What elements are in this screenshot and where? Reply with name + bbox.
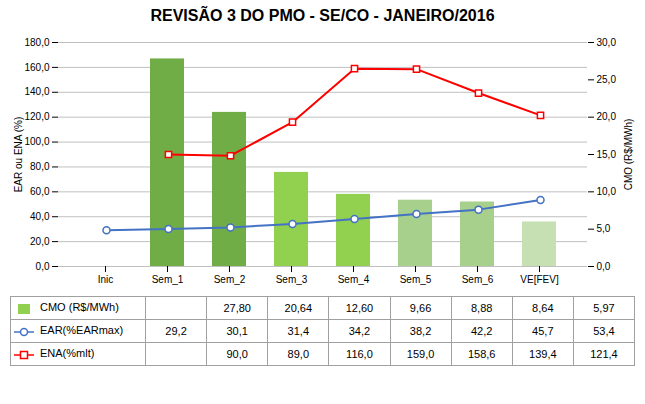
html-text:34,2: 34,2: [348, 325, 371, 337]
svg-text:15,0: 15,0: [597, 149, 617, 160]
html-text:29,2: 29,2: [165, 325, 187, 337]
svg-text:0,0: 0,0: [597, 261, 611, 272]
html-text:159,0: 159,0: [406, 348, 435, 360]
svg-text:120,0: 120,0: [24, 111, 49, 122]
svg-text:25,0: 25,0: [597, 74, 617, 85]
svg-text:VE[FEV]: VE[FEV]: [520, 274, 559, 285]
html-text:CMO (R$/MWh): CMO (R$/MWh): [40, 301, 119, 314]
svg-text:180,0: 180,0: [24, 37, 49, 48]
html-text:8,88: 8,88: [471, 302, 493, 314]
html-text:ENA(%mlt): ENA(%mlt): [40, 347, 95, 360]
svg-text:Sem_5: Sem_5: [400, 274, 432, 285]
svg-text:Sem_2: Sem_2: [214, 274, 246, 285]
svg-text:0,0: 0,0: [36, 261, 50, 272]
html-text:REVISÃO 3 DO PMO - SE/CO - JAN: REVISÃO 3 DO PMO - SE/CO - JANEIRO/2016: [150, 7, 495, 24]
html-text:30,1: 30,1: [226, 325, 248, 337]
svg-text:140,0: 140,0: [24, 86, 49, 97]
svg-text:5,0: 5,0: [597, 223, 611, 234]
html-text:53,4: 53,4: [593, 325, 615, 337]
html-text:38,2: 38,2: [409, 325, 432, 337]
html-text:139,4: 139,4: [529, 348, 557, 360]
html-text:42,2: 42,2: [471, 325, 493, 337]
html-text:158,6: 158,6: [467, 348, 496, 360]
html-text:8,64: 8,64: [532, 302, 554, 314]
html-text:116,0: 116,0: [346, 348, 373, 360]
html-text:9,66: 9,66: [409, 302, 432, 314]
html-text:20,64: 20,64: [284, 302, 313, 314]
svg-text:Sem_6: Sem_6: [462, 274, 494, 285]
svg-text:20,0: 20,0: [30, 236, 50, 247]
svg-text:60,0: 60,0: [30, 186, 50, 197]
html-text:45,7: 45,7: [532, 325, 554, 337]
svg-text:20,0: 20,0: [597, 111, 617, 122]
svg-text:Inic: Inic: [98, 274, 114, 285]
svg-text:Sem_3: Sem_3: [276, 274, 308, 285]
svg-text:100,0: 100,0: [24, 136, 49, 147]
svg-text:30,0: 30,0: [597, 37, 617, 48]
html-text:121,4: 121,4: [590, 348, 618, 360]
svg-text:80,0: 80,0: [30, 161, 50, 172]
svg-text:40,0: 40,0: [30, 211, 50, 222]
svg-text:10,0: 10,0: [597, 186, 617, 197]
html-text:90,0: 90,0: [226, 348, 248, 360]
html-text:12,60: 12,60: [345, 302, 374, 314]
svg-text:CMO (R$/MWh): CMO (R$/MWh): [623, 119, 634, 191]
html-text:89,0: 89,0: [287, 348, 309, 360]
html-text:27,80: 27,80: [223, 302, 251, 314]
html-text:5,97: 5,97: [593, 302, 615, 314]
html-text:31,4: 31,4: [287, 325, 309, 337]
svg-text:Sem_1: Sem_1: [152, 274, 184, 285]
svg-text:160,0: 160,0: [24, 62, 49, 73]
html-text:EAR(%EARmax): EAR(%EARmax): [40, 324, 124, 337]
svg-text:EAR ou ENA (%): EAR ou ENA (%): [13, 117, 24, 193]
svg-text:Sem_4: Sem_4: [338, 274, 370, 285]
